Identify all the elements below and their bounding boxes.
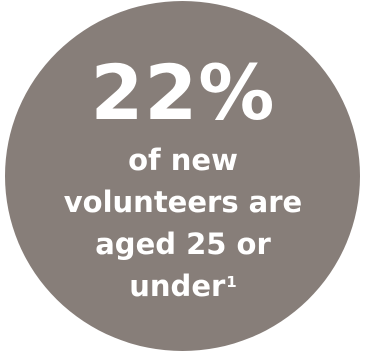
stat-circle (5, 1, 360, 351)
footnote-marker: 1 (226, 273, 237, 291)
caption-line-3: aged 25 or (95, 227, 271, 261)
caption-line-4-text: under (129, 269, 226, 303)
stat-caption: of new volunteers are aged 25 or under1 (0, 139, 366, 307)
caption-line-1: of new (128, 143, 238, 177)
caption-line-2: volunteers are (63, 185, 303, 219)
caption-line-4: under1 (0, 265, 366, 307)
stat-percentage: 22% (90, 48, 276, 137)
